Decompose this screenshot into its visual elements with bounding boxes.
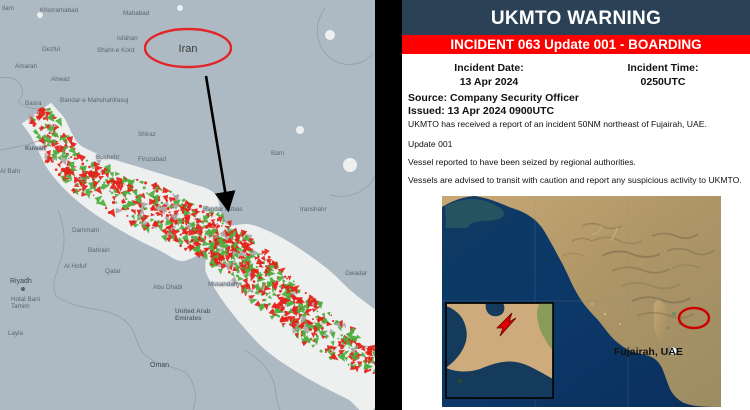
svg-text:Fujairah, UAE: Fujairah, UAE [614,346,683,358]
